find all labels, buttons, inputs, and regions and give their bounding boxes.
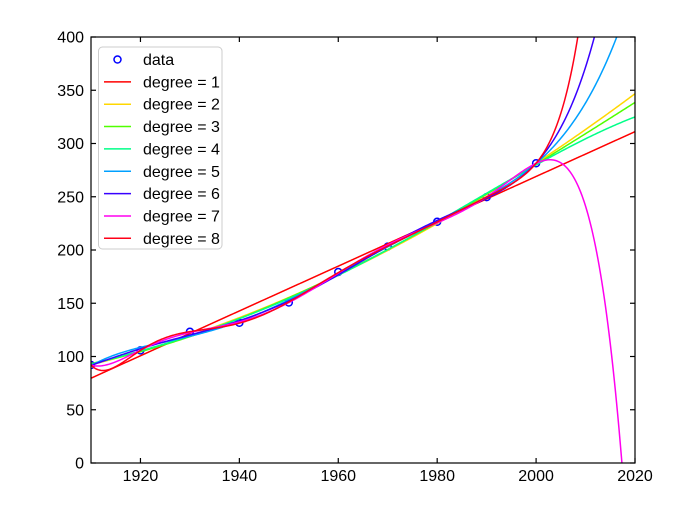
- x-tick-label: 1980: [419, 468, 455, 485]
- fit-curve-degree-6: [91, 37, 596, 367]
- x-tick-label: 1940: [222, 468, 258, 485]
- y-tick-label: 300: [57, 136, 84, 153]
- y-tick-label: 400: [57, 30, 84, 47]
- legend-label: degree = 6: [143, 186, 220, 203]
- x-tick-label: 2000: [518, 468, 554, 485]
- x-tick-label: 1960: [320, 468, 356, 485]
- y-tick-label: 350: [57, 83, 84, 100]
- y-tick-label: 150: [57, 296, 84, 313]
- x-tick-label: 1920: [123, 468, 159, 485]
- y-tick-label: 250: [57, 189, 84, 206]
- axes-layer: [90, 36, 636, 464]
- legend-label: degree = 8: [143, 231, 220, 248]
- legend-label: degree = 4: [143, 141, 220, 158]
- y-tick-label: 50: [66, 402, 84, 419]
- legend-label: degree = 5: [143, 164, 220, 181]
- legend-label: degree = 2: [143, 97, 220, 114]
- fit-curve-degree-8: [91, 37, 579, 372]
- legend-label: data: [143, 52, 174, 69]
- tick-labels-layer: 1920 1940 1960 1980 2000 2020 0 50 100 150 200 250 3…: [57, 30, 653, 486]
- y-tick-label: 0: [75, 456, 84, 473]
- legend-box: [98, 46, 223, 250]
- fit-curves-layer: [91, 37, 635, 463]
- y-tick-label: 200: [57, 243, 84, 260]
- legend: data degree = 1 degree = 2 degree = 3 degree…: [98, 46, 223, 250]
- legend-marker-data: [113, 55, 122, 64]
- legend-label: degree = 7: [143, 208, 220, 225]
- y-tick-label: 100: [57, 349, 84, 366]
- legend-label: degree = 1: [143, 74, 220, 91]
- x-tick-label: 2020: [617, 468, 653, 485]
- legend-label: degree = 3: [143, 119, 220, 136]
